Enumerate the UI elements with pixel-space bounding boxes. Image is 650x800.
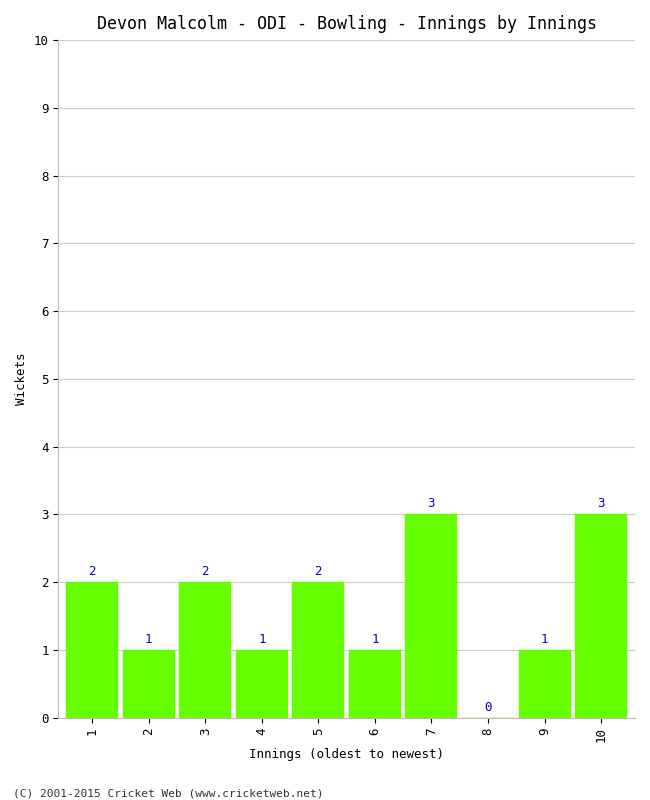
Bar [179,582,231,718]
Text: 2: 2 [88,565,96,578]
Text: 2: 2 [315,565,322,578]
Bar [406,514,458,718]
Text: 0: 0 [484,701,492,714]
Text: 1: 1 [371,633,379,646]
Bar [575,514,627,718]
Title: Devon Malcolm - ODI - Bowling - Innings by Innings: Devon Malcolm - ODI - Bowling - Innings … [97,15,597,33]
Bar [519,650,571,718]
Text: 2: 2 [202,565,209,578]
Bar [292,582,344,718]
Bar [66,582,118,718]
Text: 3: 3 [597,498,605,510]
Text: 1: 1 [145,633,153,646]
Text: 3: 3 [428,498,436,510]
Bar [123,650,175,718]
Text: (C) 2001-2015 Cricket Web (www.cricketweb.net): (C) 2001-2015 Cricket Web (www.cricketwe… [13,788,324,798]
Y-axis label: Wickets: Wickets [15,353,28,405]
Bar [349,650,401,718]
Text: 1: 1 [258,633,266,646]
Bar [236,650,288,718]
Text: 1: 1 [541,633,549,646]
X-axis label: Innings (oldest to newest): Innings (oldest to newest) [249,748,444,761]
